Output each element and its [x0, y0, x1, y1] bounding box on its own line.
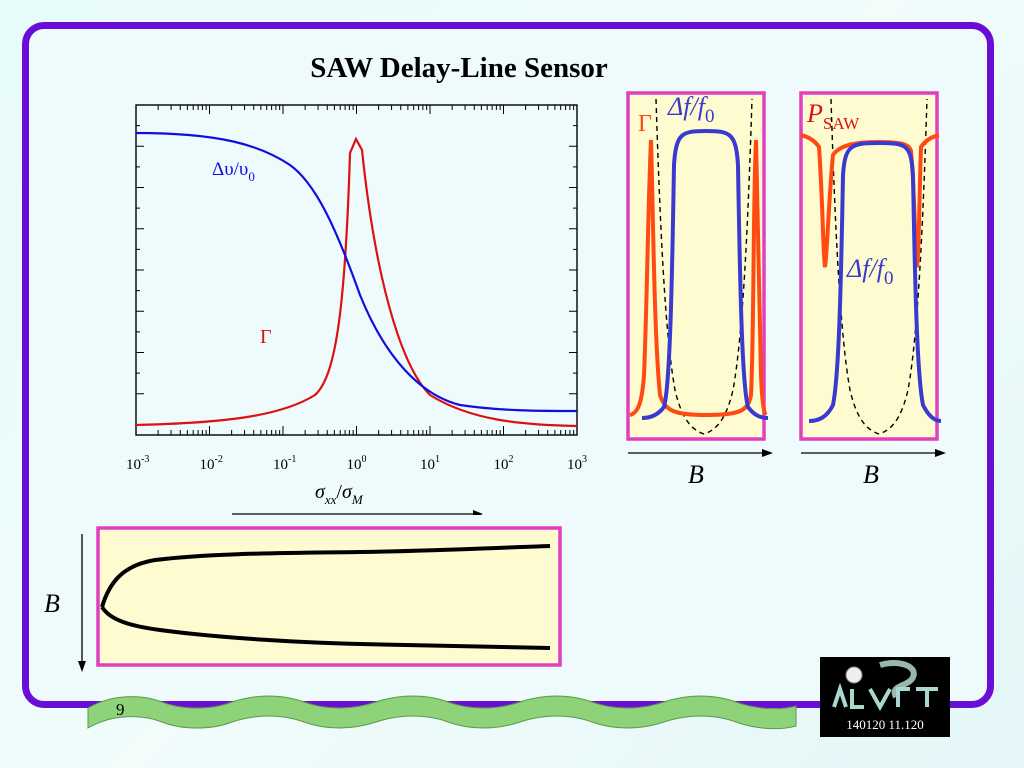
x-tick-exponent: 3: [582, 454, 587, 465]
panel-2-dashed-curve: [830, 98, 928, 435]
bottom-axis-label: B: [44, 589, 60, 618]
x-tick-exponent: 0: [362, 454, 367, 465]
logo-letters: [832, 682, 938, 712]
x-tick-exponent: 1: [435, 454, 440, 465]
x-label-num: σ: [315, 481, 326, 503]
velocity-label-sub: 0: [248, 169, 255, 184]
bottom-lower-curve: [100, 605, 551, 650]
x-label-den-sub: M: [351, 492, 364, 507]
logo-caption: 140120 11.120: [846, 717, 924, 732]
x-tick-exponent: 2: [509, 454, 514, 465]
x-label-num-sub: xx: [324, 492, 337, 507]
panel-2-df-main: Δf/f: [846, 254, 888, 283]
x-tick-label: 103: [567, 454, 587, 473]
velocity-label-main: Δυ/υ: [212, 159, 248, 180]
slide-title: SAW Delay-Line Sensor: [310, 52, 608, 84]
bottom-axis-arrow-head: [78, 661, 86, 672]
logo-swirl: [879, 659, 917, 699]
main-plot: Δυ/υ0 Γ 10-3 10-2 10-1 100 101 102 103 σxx/σM: [126, 104, 587, 515]
x-label-den: σ: [342, 481, 353, 503]
x-tick-base: 10: [494, 457, 509, 473]
x-tick-exponent: -1: [288, 454, 296, 465]
x-tick-base: 10: [567, 457, 582, 473]
x-tick-base: 10: [420, 457, 435, 473]
x-label-sep: /: [336, 481, 342, 503]
logo-graphic: [832, 659, 938, 712]
panel-2-df-label: Δf/f0: [846, 254, 893, 289]
velocity-label: Δυ/υ0: [212, 159, 255, 184]
x-tick-label: 10-3: [126, 454, 149, 473]
ribbon-shape: [87, 695, 797, 730]
panel-2-p-main: P: [806, 99, 823, 128]
plot-frame: [135, 104, 578, 436]
x-tick-label: 102: [494, 454, 514, 473]
panel-psaw: PSAW Δf/f0 B: [799, 91, 946, 489]
panel-1-df-curve: [641, 128, 769, 420]
x-tick-base: 10: [273, 457, 288, 473]
panel-1-dashed-curve: [655, 98, 753, 435]
panel-1-axis-arrow-head: [762, 449, 773, 457]
x-tick-label: 101: [420, 454, 440, 473]
panel-2-p-label: PSAW: [806, 99, 860, 133]
x-tick-exponent: -2: [215, 454, 223, 465]
bottom-panel: B: [44, 526, 562, 672]
logo-ball-icon: [845, 666, 863, 684]
x-tick-exponent: -3: [141, 454, 149, 465]
x-tick-base: 10: [347, 457, 362, 473]
panel-2-axis-label: B: [863, 460, 879, 489]
x-tick-label: 100: [347, 454, 367, 473]
x-arrow-head: [473, 510, 483, 515]
x-tick-base: 10: [200, 457, 215, 473]
decorative-ribbon: [87, 695, 797, 730]
x-axis-label: σxx/σM: [315, 481, 364, 507]
panel-1-df-sub: 0: [705, 106, 715, 127]
panel-gamma: Γ Δf/f0 B: [626, 91, 773, 489]
panel-1-axis-label: B: [688, 460, 704, 489]
panel-1-df-label: Δf/f0: [667, 92, 714, 127]
panel-2-axis-arrow-head: [935, 449, 946, 457]
gamma-curve: [135, 136, 578, 428]
panel-2-df-sub: 0: [884, 268, 894, 289]
axis-ticks: [135, 105, 578, 435]
panel-2-p-sub: SAW: [823, 114, 860, 133]
bottom-upper-curve: [100, 544, 551, 608]
x-tick-base: 10: [126, 457, 141, 473]
page-number: 9: [116, 700, 125, 719]
panel-1-gamma-curve: [629, 139, 768, 418]
logo: 140120 11.120: [820, 657, 950, 737]
panel-1-gamma-label: Γ: [638, 111, 652, 137]
velocity-curve: [135, 131, 578, 413]
x-tick-labels: 10-3 10-2 10-1 100 101 102 103: [126, 454, 587, 473]
gamma-label: Γ: [260, 326, 272, 348]
x-tick-label: 10-2: [200, 454, 223, 473]
x-tick-label: 10-1: [273, 454, 296, 473]
panel-1-df-main: Δf/f: [667, 92, 709, 121]
panel-2-df-curve: [808, 140, 942, 423]
